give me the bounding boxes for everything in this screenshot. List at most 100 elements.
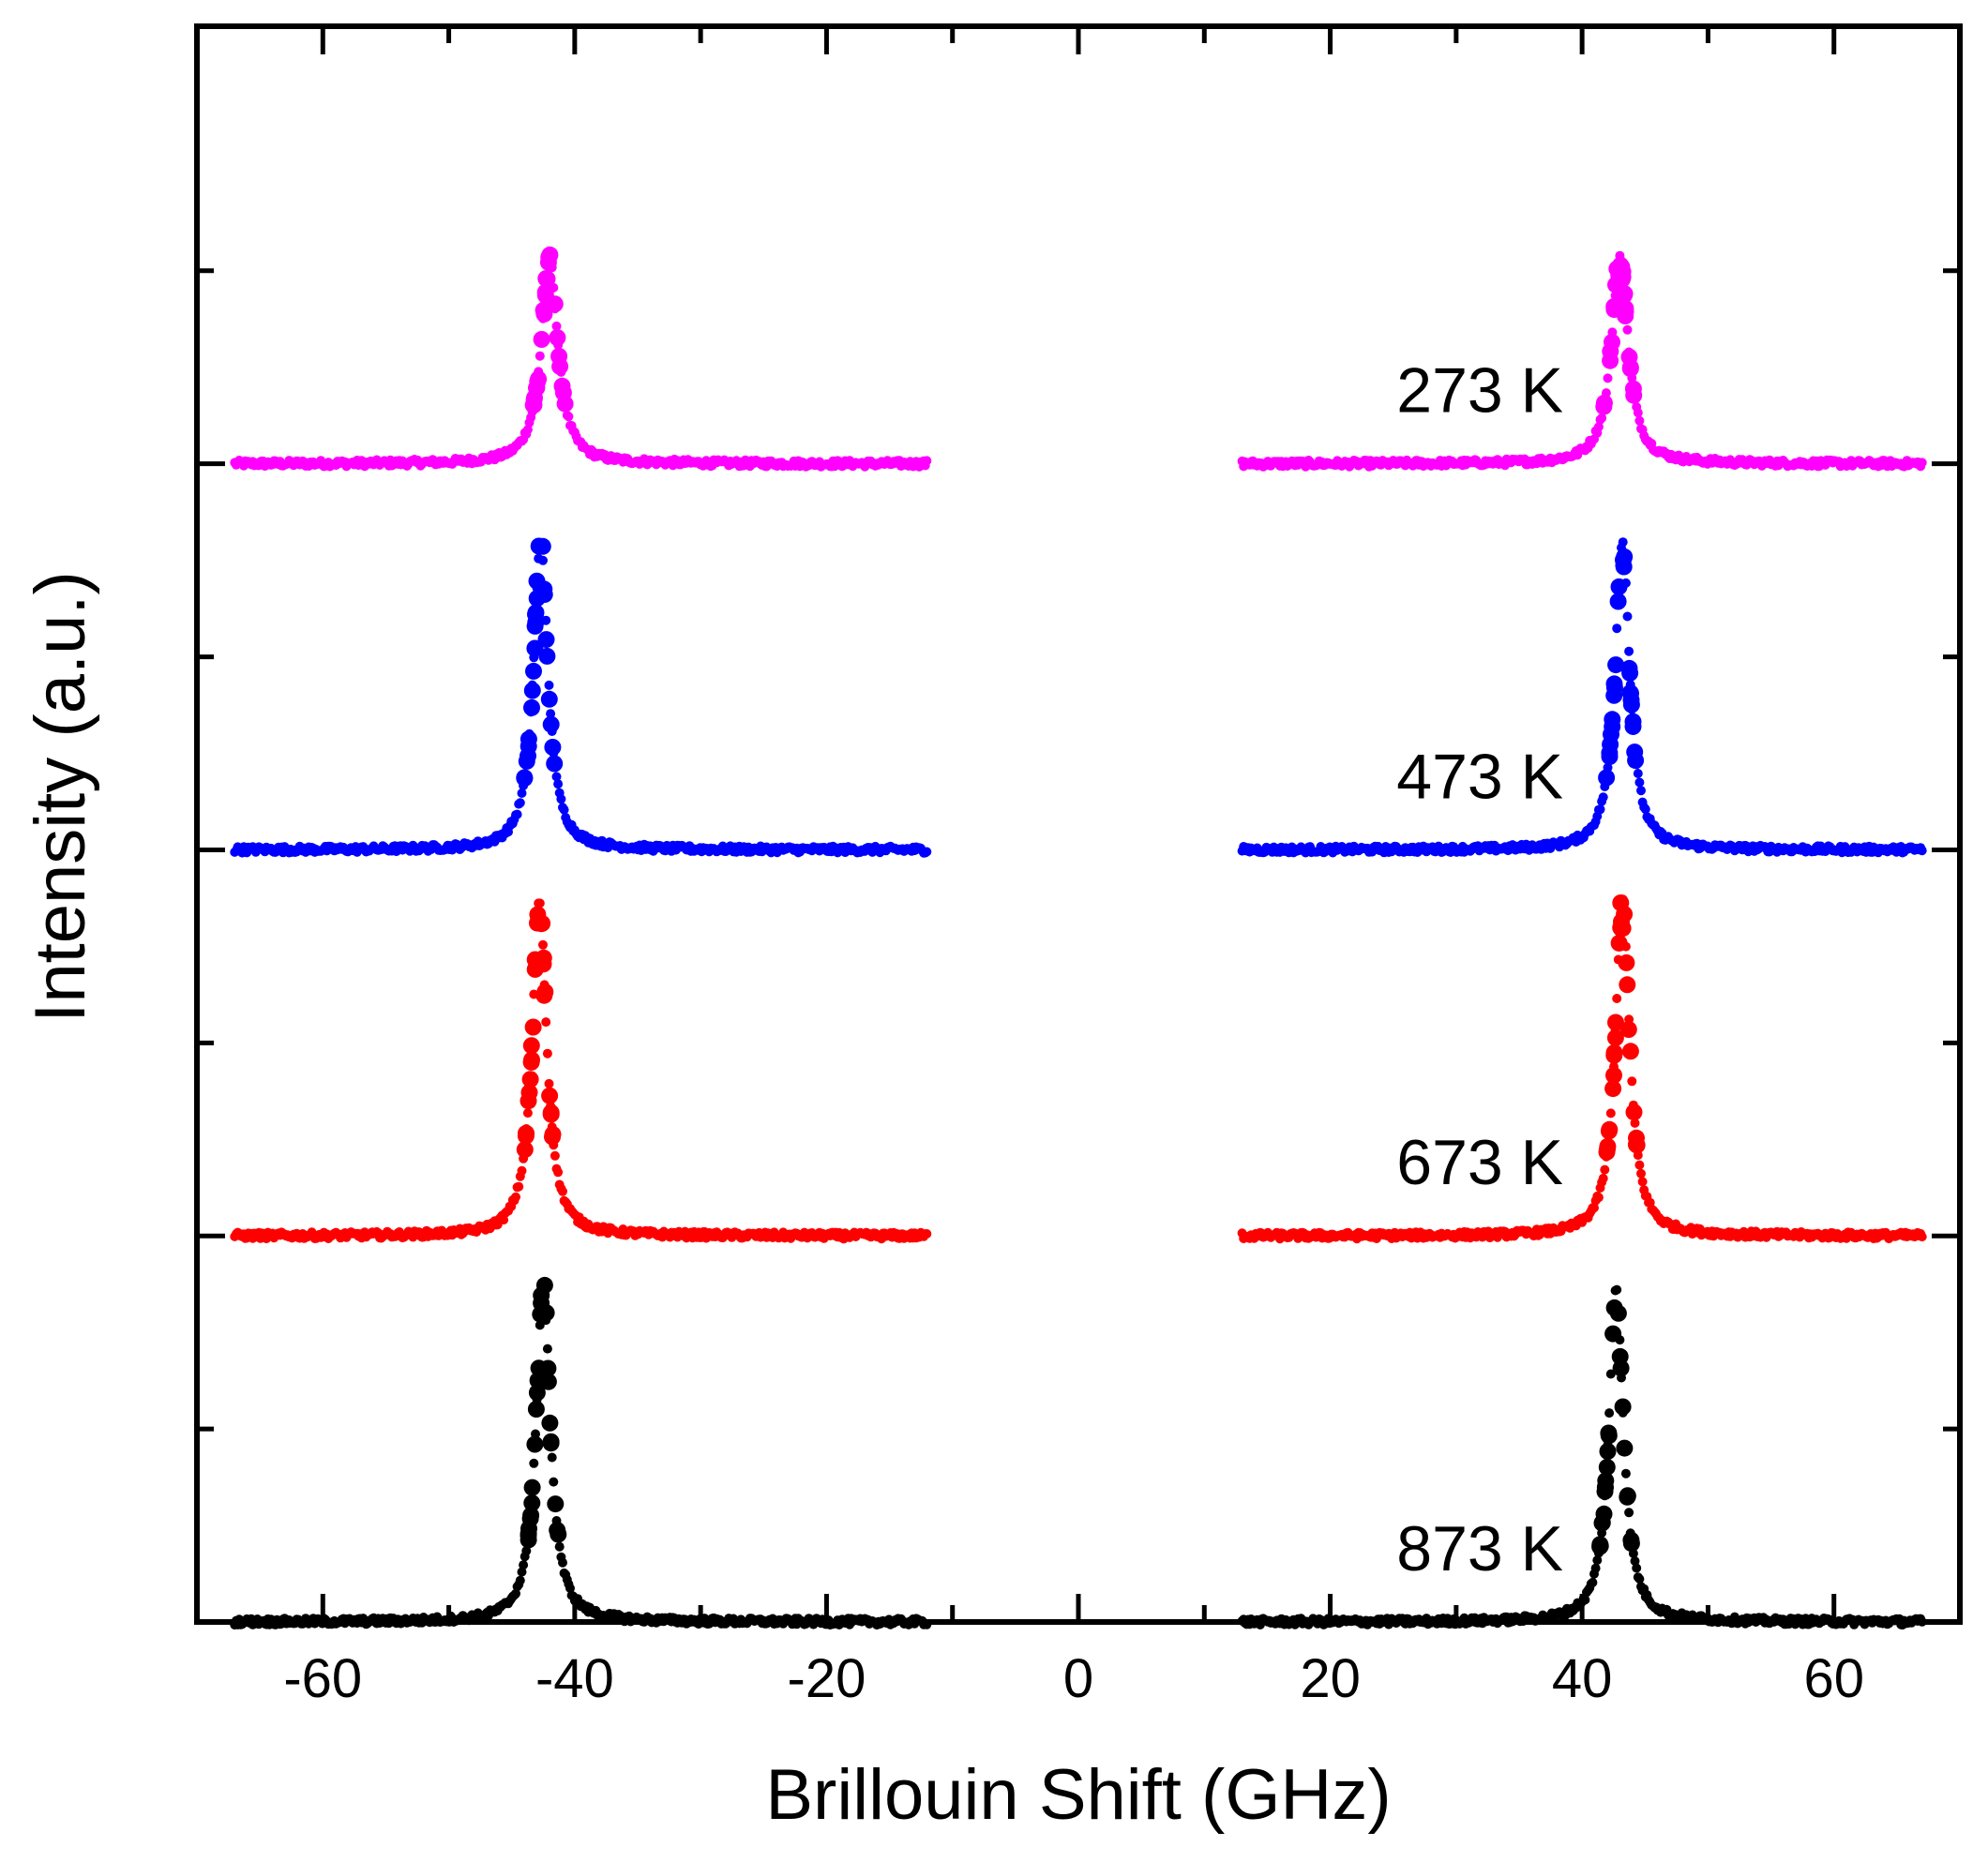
peak-point: [532, 1305, 550, 1323]
data-point: [515, 1575, 525, 1585]
data-point: [522, 1108, 533, 1119]
data-point: [538, 555, 548, 565]
peak-point: [549, 329, 566, 347]
peak-point: [1605, 301, 1623, 319]
data-point: [544, 680, 554, 690]
peak-point: [520, 737, 537, 755]
data-point: [551, 321, 562, 331]
peak-point: [546, 755, 564, 773]
peak-point: [1625, 386, 1643, 404]
peak-point: [1604, 1080, 1622, 1098]
x-tick-label: 0: [1063, 1648, 1093, 1709]
peak-point: [1610, 934, 1628, 952]
peak-point: [1605, 1299, 1623, 1316]
peak-point: [1619, 1021, 1637, 1038]
peak-point: [544, 1125, 562, 1143]
peak-point: [1598, 769, 1616, 787]
data-point: [565, 1584, 575, 1593]
data-point: [1605, 1108, 1616, 1119]
peak-point: [521, 1071, 539, 1089]
peak-point: [1607, 656, 1625, 674]
data-point: [1917, 1232, 1927, 1242]
series-layer: [230, 246, 1927, 1630]
data-point: [1604, 1408, 1615, 1419]
data-point: [1589, 1203, 1599, 1213]
peak-point: [1613, 920, 1630, 938]
peak-point: [533, 1286, 550, 1304]
data-point: [1612, 1284, 1622, 1295]
data-point: [558, 1557, 567, 1568]
series-label: 673 K: [1396, 1127, 1563, 1198]
peak-point: [1627, 1135, 1645, 1153]
data-point: [1590, 1563, 1601, 1573]
x-tick-label: -60: [283, 1648, 362, 1709]
data-point: [1603, 373, 1613, 383]
peak-point: [523, 682, 541, 699]
peak-point: [536, 283, 554, 301]
peak-point: [1615, 551, 1632, 569]
peak-point: [556, 395, 574, 413]
peak-point: [524, 1018, 542, 1036]
data-point: [1917, 1616, 1927, 1627]
peak-point: [535, 955, 552, 973]
peak-point: [1599, 1443, 1617, 1460]
peak-point: [535, 305, 553, 323]
data-point: [1636, 1168, 1646, 1179]
peak-point: [518, 1124, 535, 1142]
peak-point: [520, 1526, 537, 1544]
peak-point: [539, 1359, 557, 1377]
y-ticks: [197, 268, 1960, 1625]
data-point: [1633, 408, 1643, 418]
data-point: [1630, 1556, 1640, 1566]
peak-point: [1616, 1439, 1634, 1457]
data-point: [541, 1017, 551, 1028]
peak-point: [1607, 1014, 1624, 1031]
data-point: [1634, 1160, 1645, 1170]
peak-point: [541, 1087, 559, 1104]
peak-point: [547, 1495, 565, 1513]
peak-point: [549, 1522, 566, 1539]
data-point: [1588, 1577, 1598, 1587]
peak-point: [1614, 1398, 1632, 1416]
peak-point: [530, 537, 548, 555]
data-point: [1917, 846, 1927, 856]
data-point: [542, 1344, 552, 1354]
series-673-k: [230, 894, 1927, 1244]
data-point: [1622, 324, 1633, 335]
peak-point: [522, 1507, 540, 1524]
peak-point: [520, 1092, 537, 1110]
peak-point: [516, 1141, 534, 1159]
x-axis-label: Brillouin Shift (GHz): [765, 1755, 1391, 1835]
plot-frame: [194, 23, 1963, 1625]
peak-point: [541, 1414, 559, 1432]
series-labels: 273 K 473 K 673 K 873 K: [1396, 355, 1563, 1584]
data-point: [529, 1458, 539, 1468]
peak-point: [1612, 894, 1630, 911]
peak-point: [1620, 659, 1638, 677]
data-point: [538, 939, 548, 950]
data-point: [1634, 1574, 1645, 1584]
data-point: [1624, 1508, 1634, 1518]
peak-point: [544, 739, 562, 756]
peak-point: [537, 270, 555, 288]
series-label: 473 K: [1396, 741, 1563, 812]
data-point: [517, 1165, 527, 1176]
data-point: [1598, 1173, 1608, 1183]
x-tick-label: 60: [1803, 1648, 1864, 1709]
peak-point: [1610, 578, 1628, 595]
data-point: [1624, 646, 1634, 656]
peak-point: [1600, 1122, 1618, 1140]
peak-point: [1622, 1531, 1640, 1549]
peak-point: [1607, 276, 1624, 293]
peak-point: [1596, 1482, 1614, 1500]
data-point: [1593, 1193, 1604, 1203]
peak-point: [1625, 1104, 1643, 1121]
peak-point: [1614, 263, 1632, 280]
peak-point: [553, 377, 571, 395]
peak-point: [525, 397, 543, 413]
peak-point: [1599, 1137, 1617, 1155]
peak-point: [1603, 726, 1619, 743]
peak-point: [523, 1051, 540, 1069]
data-point: [550, 1150, 560, 1161]
peak-point: [1612, 1359, 1630, 1377]
